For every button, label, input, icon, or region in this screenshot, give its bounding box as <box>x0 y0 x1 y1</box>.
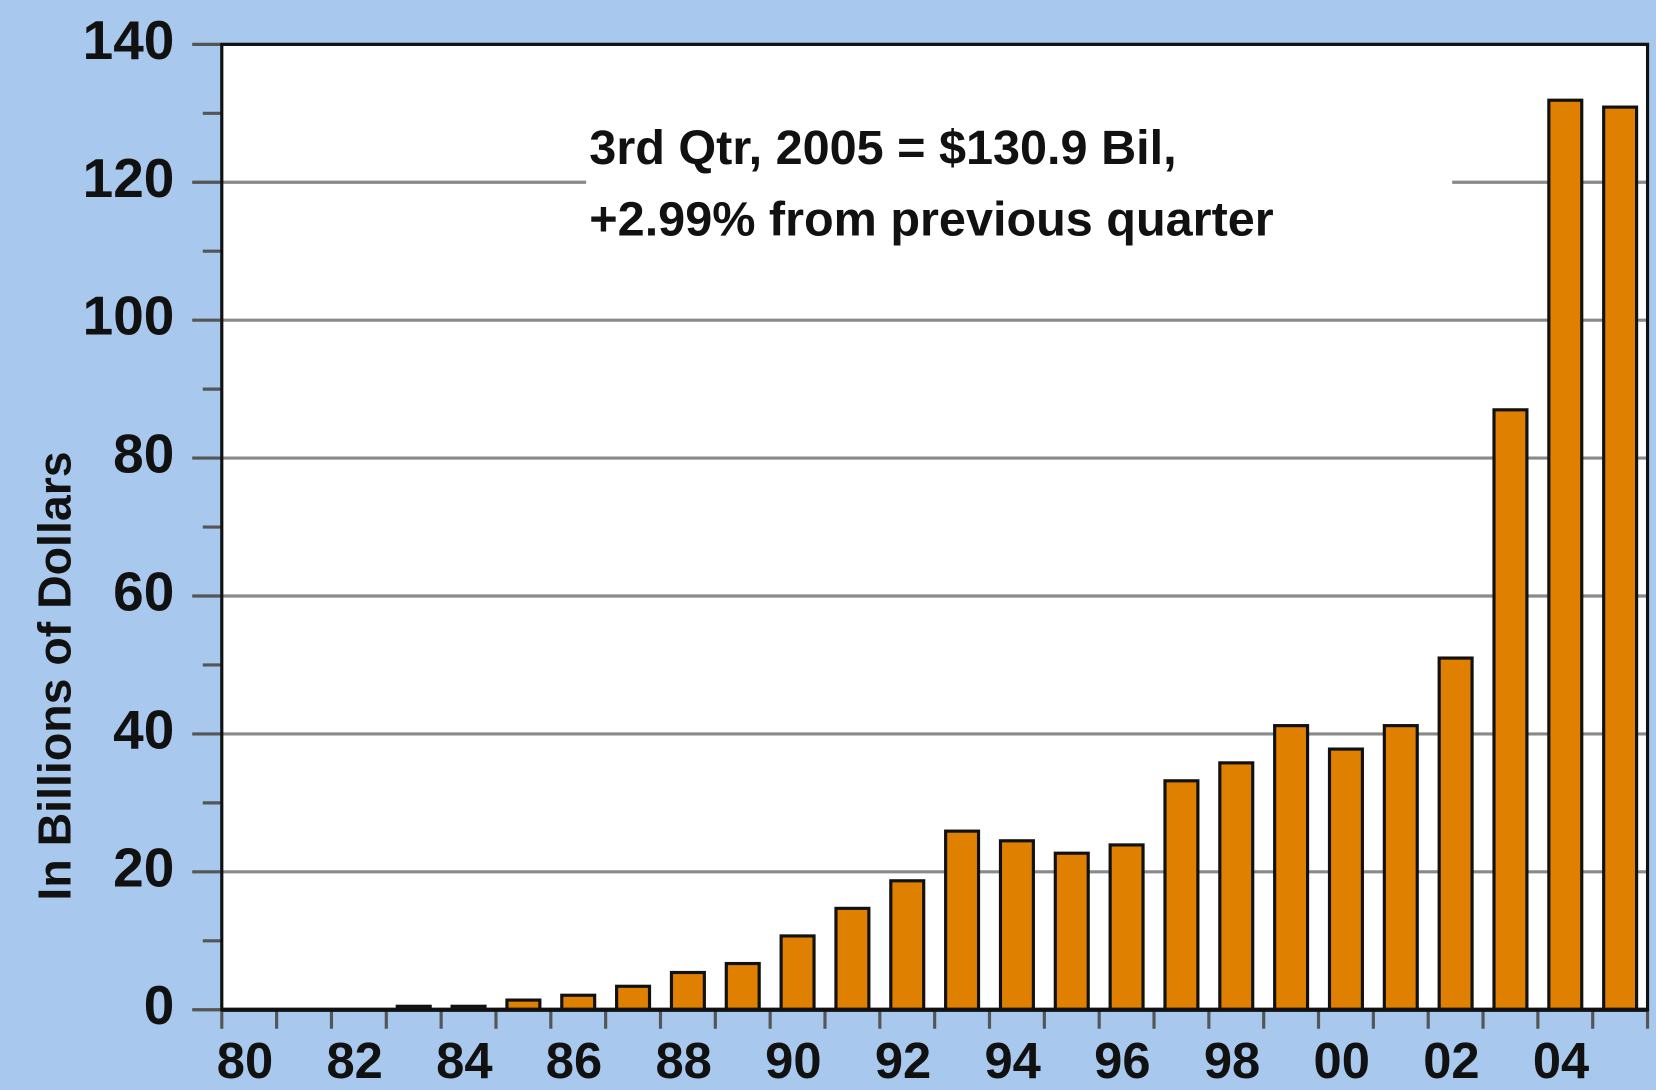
bar <box>1163 779 1200 1012</box>
bar <box>1273 724 1310 1012</box>
x-tick-label: 88 <box>655 1032 711 1089</box>
bar <box>944 829 981 1012</box>
bar <box>724 961 761 1012</box>
bar <box>779 934 816 1012</box>
annotation-background <box>586 114 1453 257</box>
x-tick-label: 82 <box>326 1032 382 1089</box>
y-tick-label: 20 <box>113 836 174 898</box>
bar <box>1547 98 1584 1012</box>
y-tick-label: 0 <box>144 974 175 1036</box>
x-tick-label: 90 <box>765 1032 821 1089</box>
y-tick-label: 40 <box>113 698 174 760</box>
x-tick-label: 86 <box>546 1032 602 1089</box>
y-tick-label: 60 <box>113 560 174 622</box>
y-tick-label: 100 <box>83 285 175 347</box>
x-tick-label: 96 <box>1094 1032 1150 1089</box>
bar <box>669 970 706 1012</box>
y-axis-label: In Billions of Dollars <box>28 451 80 900</box>
bar <box>834 906 871 1012</box>
bar <box>1492 408 1529 1012</box>
x-tick-label: 84 <box>436 1032 492 1089</box>
annotation: +2.99% from previous quarter <box>589 193 1273 247</box>
y-tick-label: 120 <box>83 147 175 209</box>
y-tick-label: 80 <box>113 423 174 485</box>
bar <box>1218 761 1255 1012</box>
x-tick-label: 04 <box>1533 1032 1589 1089</box>
x-tick-label: 94 <box>985 1032 1041 1089</box>
bar <box>1437 656 1474 1012</box>
bar <box>615 984 652 1012</box>
bar <box>998 839 1035 1012</box>
x-tick-label: 80 <box>217 1032 273 1089</box>
bar <box>1602 105 1639 1012</box>
bar <box>1108 843 1145 1012</box>
x-tick-label: 00 <box>1314 1032 1370 1089</box>
x-tick-label: 92 <box>875 1032 931 1089</box>
bar <box>1327 747 1364 1012</box>
x-tick-label: 98 <box>1204 1032 1260 1089</box>
bar <box>560 993 597 1012</box>
bar <box>889 879 926 1012</box>
bar <box>1382 724 1419 1012</box>
y-tick-label: 140 <box>83 9 175 71</box>
x-tick-label: 02 <box>1423 1032 1479 1089</box>
annotation: 3rd Qtr, 2005 = $130.9 Bil, <box>589 121 1176 175</box>
bar <box>1053 851 1090 1012</box>
